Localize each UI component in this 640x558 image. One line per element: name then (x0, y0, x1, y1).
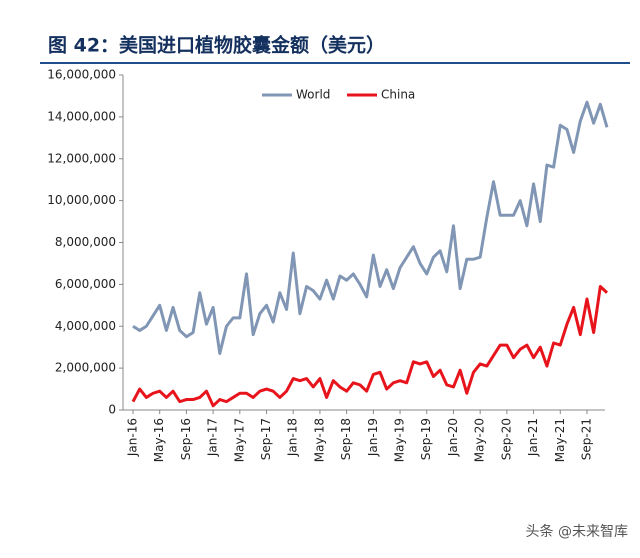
x-tick-label: Sep-21 (579, 418, 593, 460)
x-tick-label: Jan-19 (366, 418, 380, 457)
y-tick-label: 0 (108, 403, 116, 417)
x-tick-label: Sep-17 (259, 418, 273, 460)
x-tick-label: May-17 (232, 418, 246, 462)
x-tick-label: Jan-16 (126, 418, 140, 457)
y-tick-label: 4,000,000 (55, 319, 116, 333)
x-tick-label: Sep-18 (339, 418, 353, 460)
x-tick-label: Sep-20 (499, 418, 513, 460)
x-tick-label: Jan-21 (526, 418, 540, 457)
x-tick-label: Jan-20 (446, 418, 460, 457)
y-tick-label: 14,000,000 (47, 109, 116, 123)
x-tick-label: Jan-17 (206, 418, 220, 457)
x-tick-label: Sep-19 (419, 418, 433, 460)
x-tick-label: Sep-16 (179, 418, 193, 460)
y-tick-label: 10,000,000 (47, 193, 116, 207)
legend-label: World (296, 88, 330, 102)
series-line (132, 100, 609, 355)
y-tick-label: 6,000,000 (55, 277, 116, 291)
x-tick-label: May-21 (553, 418, 567, 462)
series-line (131, 284, 609, 408)
legend-label: China (381, 88, 415, 102)
y-tick-label: 16,000,000 (47, 68, 116, 82)
x-tick-label: May-20 (473, 418, 487, 462)
y-tick-label: 8,000,000 (55, 235, 116, 249)
x-tick-label: May-19 (393, 418, 407, 462)
watermark: 头条 @未来智库 (526, 523, 628, 540)
x-tick-label: May-18 (312, 418, 326, 462)
x-tick-label: May-16 (152, 418, 166, 462)
y-tick-label: 12,000,000 (47, 151, 116, 165)
chart-title: 图 42：美国进口植物胶囊金额（美元） (48, 34, 385, 57)
x-tick-label: Jan-18 (286, 418, 300, 457)
y-tick-label: 2,000,000 (55, 361, 116, 375)
